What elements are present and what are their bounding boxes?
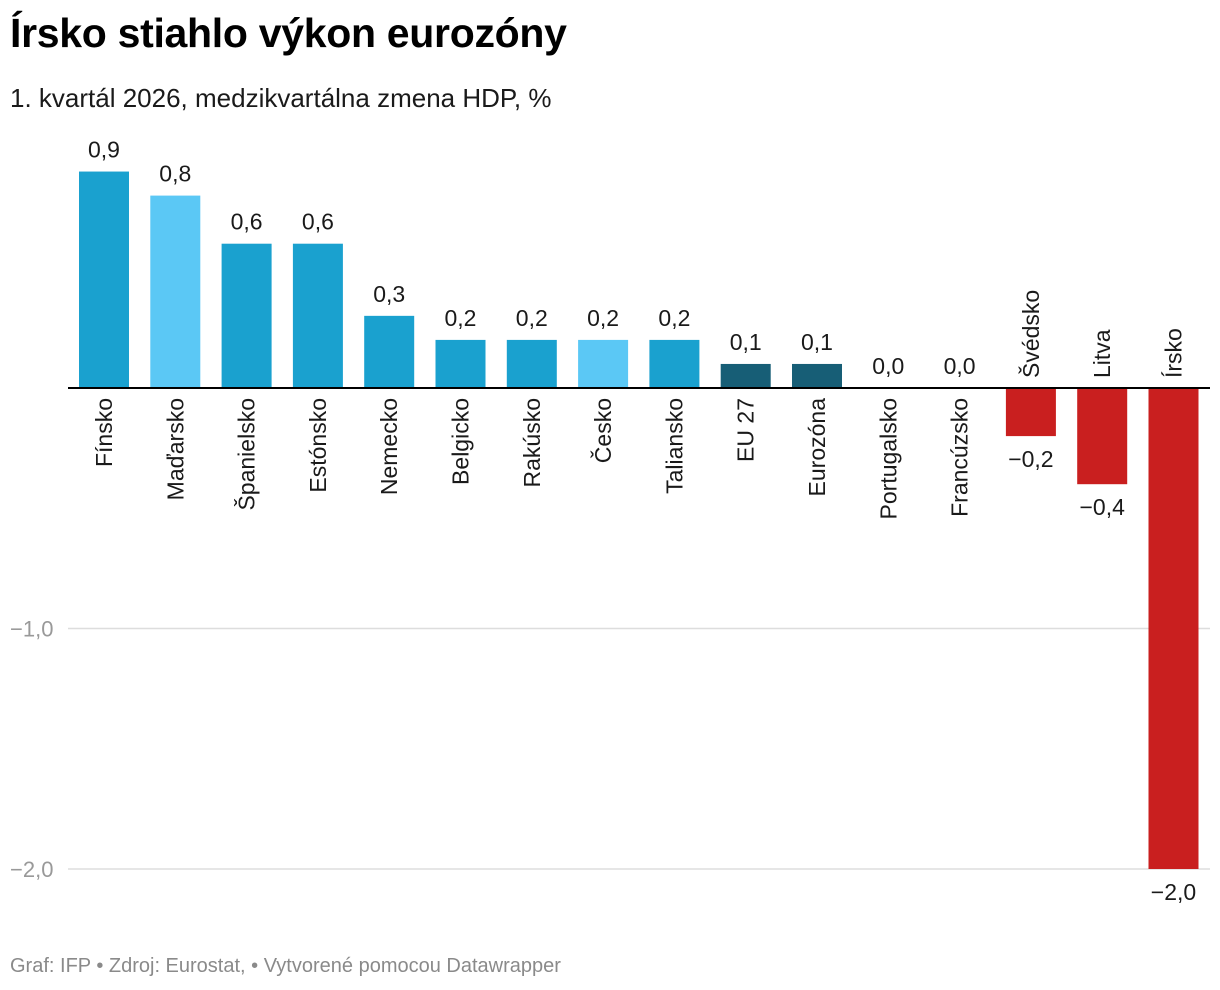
category-label: Česko <box>589 398 616 463</box>
category-label: Rakúsko <box>519 398 545 487</box>
value-label: 0,2 <box>445 305 477 331</box>
value-label: 0,9 <box>88 137 120 163</box>
value-label: 0,6 <box>231 209 263 235</box>
bar <box>578 339 629 388</box>
value-label: 0,0 <box>944 353 976 379</box>
category-label: Estónsko <box>305 398 331 493</box>
bar <box>1148 388 1199 869</box>
bar-chart: −1,0 −2,0 0,9 Fínsko 0,8 Maďarsko 0,6 Španielsk… <box>10 137 1210 905</box>
chart-title: Írsko stiahlo výkon eurozóny <box>10 10 567 56</box>
category-label: Eurozóna <box>804 398 830 497</box>
category-label: Francúzsko <box>947 398 973 517</box>
value-label: 0,8 <box>159 161 191 187</box>
value-label: 0,2 <box>516 305 548 331</box>
category-label: Nemecko <box>376 398 402 495</box>
bar <box>364 315 415 388</box>
value-label: −0,4 <box>1079 494 1125 520</box>
bar <box>720 363 771 388</box>
value-label: 0,2 <box>587 305 619 331</box>
bar <box>506 339 557 388</box>
category-label: Maďarsko <box>162 398 188 500</box>
bar <box>649 339 700 388</box>
bar <box>221 243 272 388</box>
value-label: 0,1 <box>730 329 762 355</box>
bar <box>150 195 201 388</box>
value-label: 0,2 <box>658 305 690 331</box>
bar <box>435 339 486 388</box>
value-label: 0,0 <box>872 353 904 379</box>
value-label: −2,0 <box>1151 879 1196 905</box>
bar <box>292 243 343 388</box>
chart-footer: Graf: IFP • Zdroj: Eurostat, • Vytvorené… <box>10 955 561 977</box>
category-label: Írsko <box>1161 328 1187 378</box>
category-label: Litva <box>1089 329 1115 378</box>
category-label: Fínsko <box>91 398 117 467</box>
category-label: Belgicko <box>448 398 474 485</box>
category-label: Španielsko <box>233 398 260 511</box>
y-tick-label: −1,0 <box>10 617 53 642</box>
bar <box>1077 388 1128 485</box>
category-label: EU 27 <box>733 398 759 462</box>
value-label: 0,1 <box>801 329 833 355</box>
value-label: 0,3 <box>373 281 405 307</box>
category-label: Taliansko <box>661 398 687 494</box>
category-label: Švédsko <box>1017 290 1044 378</box>
chart-subtitle: 1. kvartál 2026, medzikvartálna zmena HD… <box>10 83 552 113</box>
category-label: Portugalsko <box>875 398 901 519</box>
bar <box>792 363 842 388</box>
value-label: 0,6 <box>302 209 334 235</box>
bar <box>1005 388 1056 437</box>
value-label: −0,2 <box>1008 446 1053 472</box>
bar <box>79 171 129 388</box>
y-tick-label: −2,0 <box>10 857 53 882</box>
